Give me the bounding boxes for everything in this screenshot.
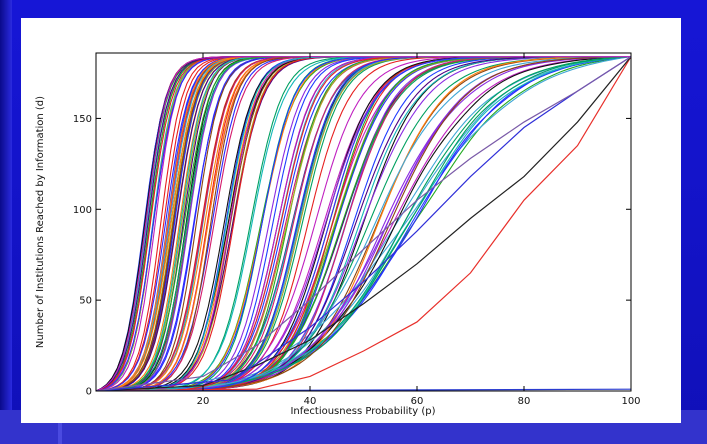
axis-ticks: 20 40 60 80 100 0 50 100 150 [73,53,641,407]
highlighted-series-line [96,56,631,391]
y-tick-label: 50 [79,296,92,307]
plot-frame [95,52,632,392]
slide-bottom-notch [58,410,62,444]
highlighted-series-line [96,56,631,391]
x-tick-label: 20 [197,396,210,407]
line-chart: 20 40 60 80 100 0 50 100 150 Infectiousness Prob… [35,52,641,417]
x-tick-label: 40 [304,396,317,407]
x-tick-label: 80 [518,396,531,407]
series-line [96,56,631,391]
highlighted-series-line [96,56,631,391]
chart-curves [96,56,631,391]
x-tick-label: 60 [411,396,424,407]
x-axis-label: Infectiousness Probability (p) [290,406,435,417]
y-tick-label: 0 [86,387,92,398]
y-axis-label: Number of Institutions Reached by Inform… [35,96,46,348]
chart-panel: 20 40 60 80 100 0 50 100 150 Infectiousness Prob… [21,18,681,423]
y-tick-label: 150 [73,114,92,125]
slide-left-bar [0,0,12,444]
x-tick-label: 100 [621,396,640,407]
highlighted-series-line [96,56,631,391]
y-tick-label: 100 [73,205,92,216]
